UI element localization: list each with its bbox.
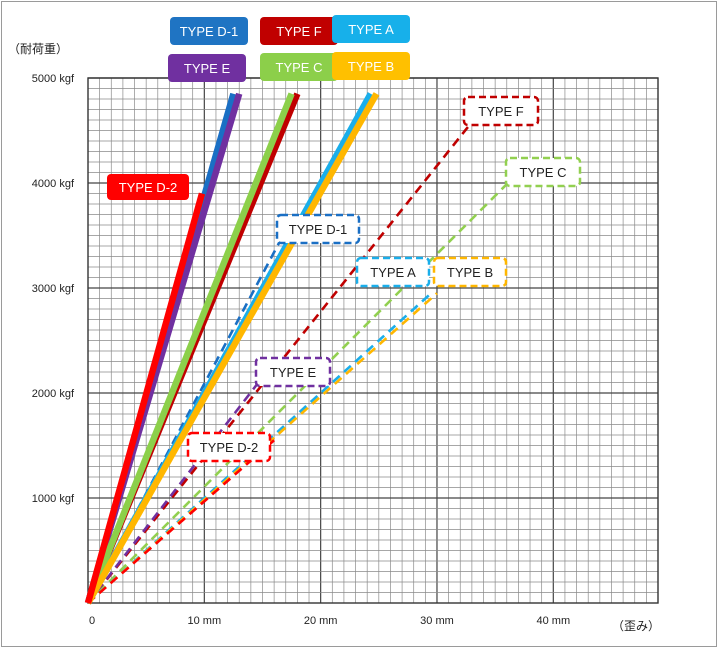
series-callout-text: TYPE E [270,365,317,380]
legend-badge-box [332,52,410,80]
legend-badge-text: TYPE D-1 [180,24,239,39]
series-callout: TYPE B [432,256,508,288]
dashed-series-line [86,229,287,604]
series-callout-text: TYPE D-2 [200,440,259,455]
legend-badge: TYPE C [260,53,338,81]
y-tick-label: 3000 kgf [32,283,75,295]
legend-badge-text: TYPE F [276,24,322,39]
series-callout: TYPE D-2 [186,431,272,463]
legend-badge-box [260,53,338,81]
series-callout: TYPE D-1 [275,213,361,245]
legend-badge-text: TYPE E [184,61,231,76]
legend-badge-text: TYPE B [348,59,394,74]
series-callout-box [355,256,431,288]
dashed-series-line [87,439,275,604]
legend-badge: TYPE B [332,52,410,80]
x-tick-label: 30 mm [420,615,454,627]
series-callout-box [186,431,272,463]
legend-badge: TYPE F [260,17,338,45]
series-callout: TYPE C [504,156,582,188]
x-tick-label: 40 mm [536,615,570,627]
x-tick-label: 0 [89,615,95,627]
legend-badge-text: TYPE C [276,60,323,75]
y-tick-label: 4000 kgf [32,178,75,190]
solid-series-line [84,192,206,604]
legend-badge: TYPE E [168,54,246,82]
legend-badge-box [260,17,338,45]
series-callout-text: TYPE A [370,265,416,280]
series-annotation-box [107,174,189,200]
series-callout-box [432,256,508,288]
series-callout-box [275,213,361,245]
solid-series-line [84,92,295,605]
solid-series-line [85,92,380,605]
grid [88,77,659,603]
y-tick-label: 5000 kgf [32,73,75,85]
legend-badge: TYPE D-1 [170,17,248,45]
series-callout-box [504,156,582,188]
legend-badge-box [332,15,410,43]
y-axis-title: （耐荷重） [8,42,69,56]
series-callout-text: TYPE B [447,265,493,280]
series-callout: TYPE E [254,356,332,388]
series-callout: TYPE A [355,256,431,288]
dashed-series-line [86,376,264,604]
legend-badge: TYPE A [332,15,410,43]
dashed-series-line [87,171,520,604]
series-callout: TYPE F [462,95,540,127]
x-tick-label: 10 mm [188,615,222,627]
series-annotation-text: TYPE D-2 [119,180,178,195]
series-callout-box [462,95,540,127]
series-callout-text: TYPE D-1 [289,222,348,237]
legend-badge-box [170,17,248,45]
x-axis-title: （歪み） [612,619,661,633]
series-callout-text: TYPE F [478,104,524,119]
series-callout-box [254,356,332,388]
y-tick-label: 1000 kgf [32,493,75,505]
legend-badge-box [168,54,246,82]
legend-badge-text: TYPE A [348,22,394,37]
series-callout-text: TYPE C [520,165,567,180]
series-annotation: TYPE D-2 [107,174,189,200]
y-tick-label: 2000 kgf [32,388,75,400]
x-tick-label: 20 mm [304,615,338,627]
